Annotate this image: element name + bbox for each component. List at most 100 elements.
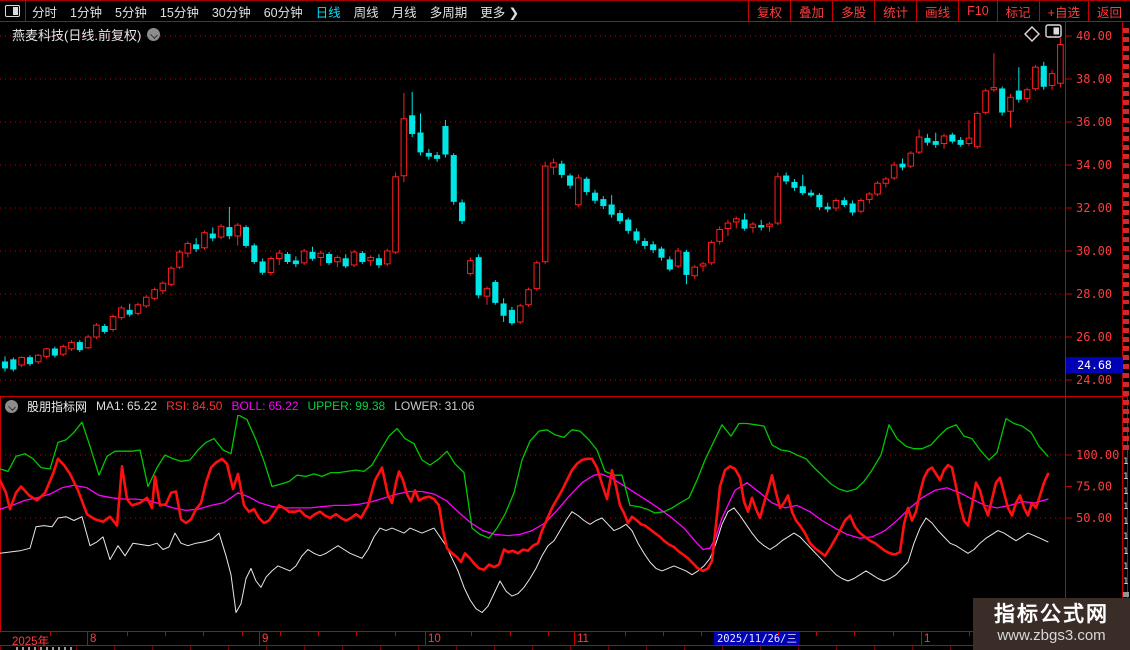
- month-tick: [425, 632, 426, 645]
- price-axis-label: 38.00: [1076, 72, 1112, 86]
- indicator-collapse-icon[interactable]: [5, 399, 18, 413]
- period-tab-2[interactable]: 5分钟: [114, 5, 147, 20]
- period-tab-10[interactable]: 更多 ❯: [480, 5, 520, 20]
- month-tick: [87, 632, 88, 645]
- price-axis-line: [1065, 22, 1066, 645]
- candlestick-chart[interactable]: 40.00 38.00 36.00 34.00 32.00 30.00 28.00 26.00…: [0, 22, 1122, 396]
- indicator-field-1: RSI: 84.50: [166, 399, 222, 413]
- chevron-down-icon[interactable]: [147, 28, 161, 41]
- period-tab-1[interactable]: 1分钟: [70, 5, 102, 20]
- week-tick: [778, 632, 779, 636]
- toolbar-button-8[interactable]: 返回: [1087, 1, 1130, 21]
- sidebar-row-number: 1: [1123, 487, 1129, 497]
- period-tab-3[interactable]: 15分钟: [159, 5, 199, 20]
- indicator-field-value: 84.50: [192, 399, 223, 413]
- toolbar-button-6[interactable]: 标记: [996, 1, 1039, 21]
- period-tabs: 分时 1分钟 5分钟 15分钟 30分钟 60分钟 日线 周线 月线 多周期 更多 ❯: [32, 1, 519, 21]
- indicator-line-rsi: [0, 457, 1050, 573]
- price-axis-label: 26.00: [1076, 330, 1112, 344]
- price-axis-label: 32.00: [1076, 201, 1112, 215]
- indicator-header: 股朋指标网 MA1: 65.22 RSI: 84.50 BOLL: 65.22 UPPER:…: [5, 398, 475, 414]
- clipped-sidebar-text-decoration: [1123, 310, 1129, 450]
- price-axis-label: 24.00: [1076, 373, 1112, 387]
- period-tab-6[interactable]: 日线: [315, 5, 341, 20]
- week-tick: [510, 632, 511, 636]
- clipped-sidebar-text-decoration: [1123, 174, 1129, 304]
- week-tick: [165, 632, 166, 636]
- indicator-chart[interactable]: 100.00 75.00 50.00: [0, 415, 1122, 630]
- toolbar-button-0[interactable]: 复权: [748, 1, 790, 21]
- indicator-field-label: UPPER:: [307, 399, 353, 413]
- layout-toggle-icon: [5, 5, 20, 17]
- indicator-line-upper: [0, 415, 1049, 539]
- year-label: 2025年: [12, 636, 50, 648]
- period-tab-5[interactable]: 60分钟: [263, 5, 303, 20]
- sidebar-row-number: 1: [1123, 562, 1129, 572]
- sidebar-row-number: 1: [1123, 517, 1129, 527]
- week-tick: [471, 632, 472, 636]
- week-tick: [203, 632, 204, 636]
- sidebar-divider-line: [1122, 22, 1123, 650]
- toolbar-button-3[interactable]: 统计: [874, 1, 916, 21]
- price-axis-label: 28.00: [1076, 287, 1112, 301]
- week-tick: [854, 632, 855, 636]
- indicator-axis-label: 75.00: [1076, 480, 1112, 494]
- week-tick: [969, 632, 970, 636]
- bottom-clipped-row: [0, 646, 1130, 650]
- toolbar-button-5[interactable]: F10: [958, 1, 997, 21]
- toolbar-button-7[interactable]: +自选: [1038, 1, 1088, 21]
- selected-date-badge: 2025/11/26/三: [714, 632, 800, 645]
- clipped-sidebar-text-decoration: [1123, 28, 1129, 168]
- period-tab-9[interactable]: 多周期: [429, 5, 468, 20]
- price-axis-label: 40.00: [1076, 29, 1112, 43]
- month-tick: [259, 632, 260, 645]
- indicator-field-4: LOWER: 31.06: [394, 399, 474, 413]
- week-tick: [280, 632, 281, 636]
- indicator-field-3: UPPER: 99.38: [308, 399, 386, 413]
- period-tab-8[interactable]: 月线: [391, 5, 417, 20]
- stock-title: 燕麦科技(日线.前复权): [12, 28, 142, 43]
- indicator-field-value: 31.06: [444, 399, 475, 413]
- month-label-1: 9: [262, 633, 269, 645]
- indicator-field-value: 99.38: [355, 399, 386, 413]
- indicator-field-value: 65.22: [127, 399, 158, 413]
- watermark: 指标公式网 www.zbgs3.com: [973, 598, 1130, 650]
- period-tab-0[interactable]: 分时: [32, 5, 58, 20]
- last-price-badge: 24.68: [1066, 357, 1123, 373]
- price-axis-label: 30.00: [1076, 244, 1112, 258]
- indicator-field-label: RSI:: [166, 399, 190, 413]
- price-axis-label: 36.00: [1076, 115, 1112, 129]
- week-tick: [318, 632, 319, 636]
- toolbar-button-2[interactable]: 多股: [832, 1, 874, 21]
- indicator-field-label: MA1:: [96, 399, 125, 413]
- mini-panel-icon[interactable]: [1045, 24, 1062, 38]
- diamond-marker-icon: [1024, 26, 1040, 42]
- toolbar-button-1[interactable]: 叠加: [790, 1, 832, 21]
- period-tab-4[interactable]: 30分钟: [211, 5, 251, 20]
- layout-toggle-button[interactable]: [0, 1, 26, 21]
- week-tick: [548, 632, 549, 636]
- period-tab-7[interactable]: 周线: [353, 5, 379, 20]
- week-tick: [356, 632, 357, 636]
- indicator-line-boll: [0, 473, 1049, 551]
- clipped-sidebar-numbers: 1 1 1 1 1 1 1 1 1: [1123, 455, 1128, 590]
- indicator-field-label: BOLL:: [231, 399, 266, 413]
- week-tick: [395, 632, 396, 636]
- indicator-axis-label: 50.00: [1076, 511, 1112, 525]
- week-tick: [127, 632, 128, 636]
- sidebar-row-number: 1: [1123, 547, 1129, 557]
- month-label-4: 1: [924, 633, 931, 645]
- indicator-field-label: LOWER:: [394, 399, 442, 413]
- toolbar-button-4[interactable]: 画线: [916, 1, 958, 21]
- clipped-right-sidebar[interactable]: 1 1 1 1 1 1 1 1 1: [1123, 22, 1130, 650]
- sidebar-row-number: 1: [1123, 532, 1129, 542]
- week-tick: [701, 632, 702, 636]
- indicator-line-lower: [0, 507, 1049, 613]
- time-axis[interactable]: 2025年 2025/11/26/三 8 9 10 11 1: [0, 631, 1130, 648]
- indicator-source-label: 股朋指标网: [27, 399, 88, 414]
- toolbar: 分时 1分钟 5分钟 15分钟 30分钟 60分钟 日线 周线 月线 多周期 更多 ❯ 复权 叠加 多股…: [0, 0, 1130, 22]
- month-label-0: 8: [90, 633, 97, 645]
- sidebar-row-number: 1: [1123, 457, 1129, 467]
- week-tick: [816, 632, 817, 636]
